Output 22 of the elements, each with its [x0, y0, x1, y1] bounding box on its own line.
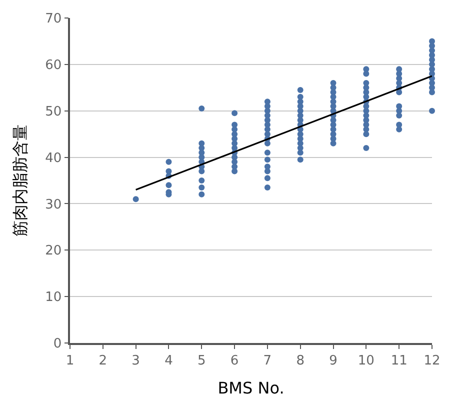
x-tick-label: 2 — [98, 353, 108, 368]
x-tick-label: 4 — [164, 353, 173, 368]
y-tick-label: 10 — [45, 290, 62, 306]
x-tick-label: 5 — [198, 353, 206, 368]
x-tick-label: 6 — [230, 353, 239, 368]
x-tick-label: 10 — [358, 353, 374, 368]
x-tick-label: 8 — [296, 353, 304, 368]
y-tick-label: 60 — [45, 58, 62, 73]
y-axis-title: 筋肉内脂肪含量 — [10, 124, 30, 236]
x-tick-label: 1 — [66, 353, 74, 368]
x-tick-label: 9 — [329, 353, 338, 368]
x-tick-label: 7 — [263, 353, 272, 368]
x-tick-label: 11 — [390, 353, 408, 368]
y-tick-label: 40 — [45, 150, 62, 166]
x-tick-label: 12 — [424, 353, 440, 368]
y-tick-label: 20 — [45, 244, 62, 259]
x-axis-title: BMS No. — [218, 378, 284, 398]
y-tick-label: 70 — [45, 12, 62, 27]
y-tick-label: 0 — [53, 336, 62, 352]
x-tick-label: 3 — [132, 353, 140, 368]
y-tick-label: 30 — [45, 197, 62, 212]
y-tick-label: 50 — [45, 104, 62, 120]
